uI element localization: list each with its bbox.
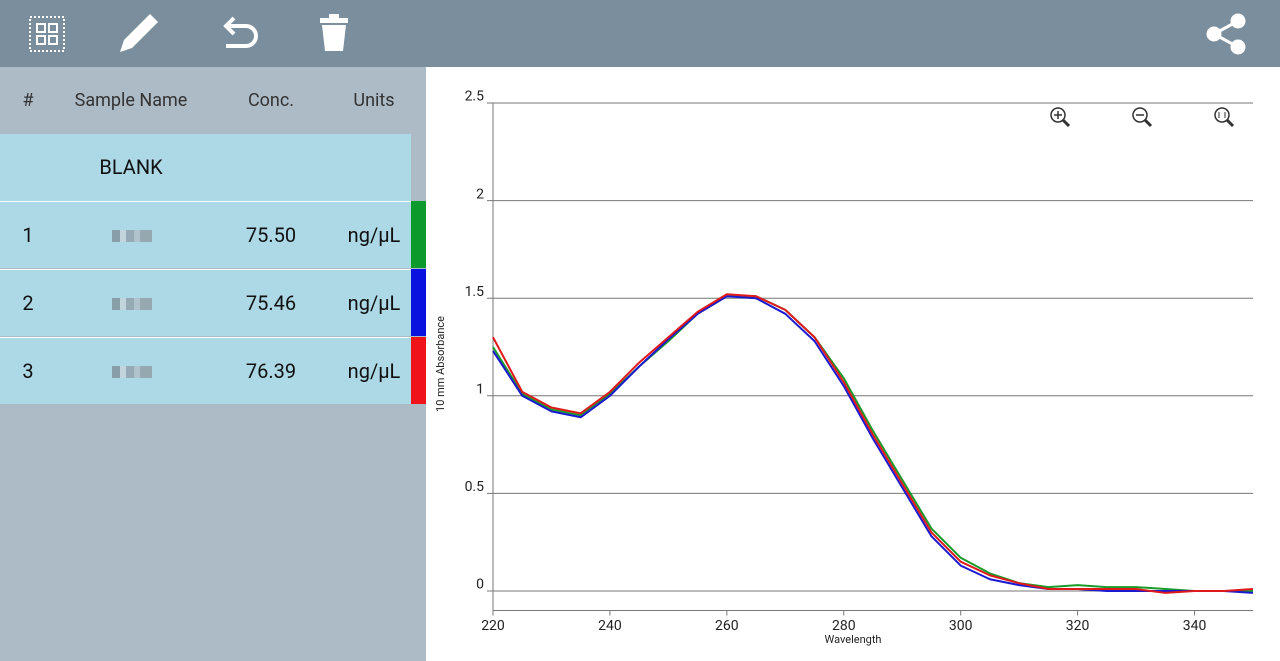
x-tick-label: 340 <box>1183 618 1207 634</box>
x-tick-label: 320 <box>1066 618 1090 634</box>
y-tick-label: 2.5 <box>465 89 485 105</box>
y-tick-label: 2 <box>476 186 484 202</box>
blurred-name <box>112 230 152 242</box>
row-number: 3 <box>22 359 34 383</box>
header-cell: Conc. <box>247 90 295 111</box>
sample-name: BLANK <box>99 155 163 179</box>
x-tick-label: 300 <box>949 618 973 634</box>
y-axis-label: 10 mm Absorbance <box>434 316 447 412</box>
y-tick-label: 0.5 <box>465 479 485 495</box>
sample-table: # Sample Name Conc. Units BLANK 1 75.50 … <box>0 67 426 661</box>
table-row[interactable]: 2 75.46 ng/µL <box>0 269 411 336</box>
table-row[interactable]: 1 75.50 ng/µL <box>0 201 411 268</box>
toolbar-icons <box>29 13 1246 55</box>
delete-button[interactable] <box>320 14 348 51</box>
y-tick-label: 1 <box>476 381 484 397</box>
y-tick-label: 1.5 <box>465 284 485 300</box>
color-bar <box>411 337 426 404</box>
header-cell: Units <box>353 90 395 111</box>
color-bar <box>411 269 426 336</box>
spectrum-line <box>492 295 1254 594</box>
row-number: 2 <box>22 291 34 315</box>
zoom-out[interactable] <box>1132 107 1153 128</box>
toolbar <box>0 0 1280 67</box>
y-tick-label: 0 <box>476 577 484 593</box>
grid-button[interactable] <box>29 16 65 52</box>
concentration: 75.50 <box>245 223 297 247</box>
zoom-reset[interactable] <box>1214 107 1235 128</box>
table-row[interactable]: 3 76.39 ng/µL <box>0 337 411 404</box>
x-axis-label: Wavelength <box>825 633 882 646</box>
chart: Wavelength 10 mm Absorbance 0 0.5 1 1.5 2 2.5… <box>434 89 1254 646</box>
units: ng/µL <box>347 359 401 383</box>
blurred-name <box>112 298 152 310</box>
table-row[interactable]: BLANK <box>0 134 411 201</box>
blurred-name <box>112 366 152 378</box>
units: ng/µL <box>347 291 401 315</box>
header-cell: Sample Name <box>74 90 188 111</box>
color-bar <box>411 201 426 268</box>
x-tick-label: 220 <box>481 618 505 634</box>
header-cell: # <box>22 90 34 111</box>
units: ng/µL <box>347 223 401 247</box>
zoom-in[interactable] <box>1050 107 1071 128</box>
share-button[interactable] <box>1206 13 1246 55</box>
undo-button[interactable] <box>223 16 258 48</box>
edit-button[interactable] <box>120 14 158 52</box>
x-tick-label: 260 <box>715 618 739 634</box>
concentration: 76.39 <box>245 359 297 383</box>
x-tick-label: 240 <box>598 618 622 634</box>
spectrum-line <box>492 293 1254 594</box>
x-tick-label: 280 <box>832 618 856 634</box>
concentration: 75.46 <box>245 291 297 315</box>
spectrum-line <box>492 295 1253 592</box>
row-number: 1 <box>22 223 34 247</box>
